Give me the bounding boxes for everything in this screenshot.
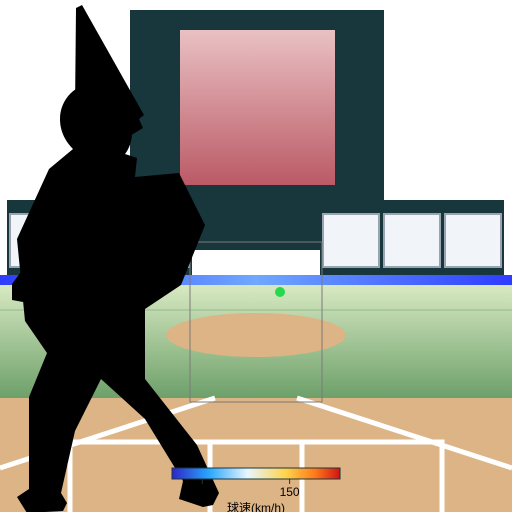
scoreboard-screen	[180, 30, 335, 185]
pitch-marker[interactable]	[275, 287, 285, 297]
pitch-location-diagram: 100 150 球速(km/h)	[0, 0, 512, 512]
legend-tick-label: 150	[280, 485, 300, 499]
legend-bar	[172, 468, 340, 479]
legend-tick-label: 100	[192, 485, 212, 499]
legend-label: 球速(km/h)	[227, 501, 285, 512]
pitchers-mound	[166, 313, 346, 357]
